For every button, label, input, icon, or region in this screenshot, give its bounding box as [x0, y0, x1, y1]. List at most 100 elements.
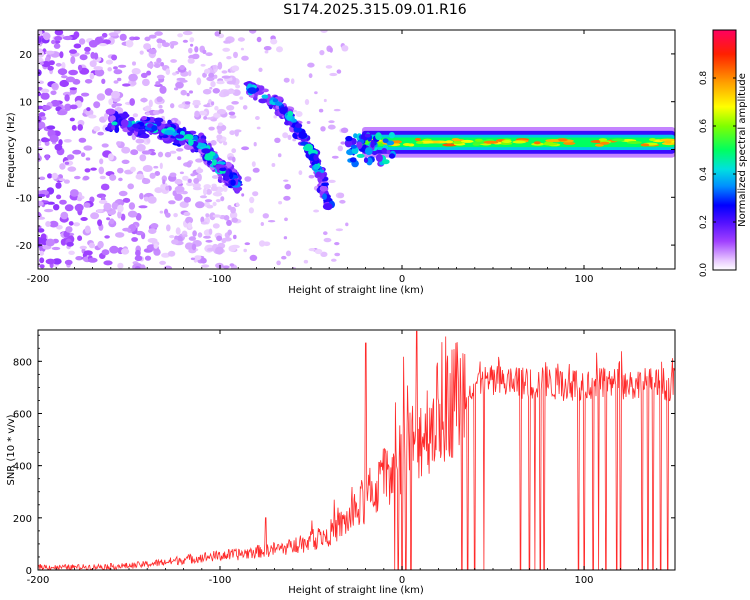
noise-blob: [263, 241, 271, 247]
noise-blob: [40, 116, 47, 121]
spectrogram-heatmap: [38, 30, 675, 269]
noise-blob: [323, 231, 328, 236]
noise-blob: [148, 99, 153, 108]
noise-blob: [101, 249, 110, 256]
x-tick-label: 0: [399, 274, 405, 285]
noise-blob: [328, 120, 335, 124]
noise-blob: [229, 130, 236, 136]
branch-upper-core: [304, 143, 314, 152]
noise-blob: [320, 126, 326, 132]
noise-blob: [113, 66, 118, 70]
noise-blob: [97, 240, 104, 249]
noise-blob: [208, 228, 213, 235]
noise-blob: [84, 46, 91, 53]
noise-blob: [38, 37, 42, 44]
noise-blob: [51, 172, 58, 180]
noise-blob: [231, 148, 237, 154]
noise-blob: [216, 134, 223, 140]
noise-blob: [67, 166, 77, 172]
transition-blob: [363, 157, 369, 163]
noise-blob: [64, 204, 74, 212]
noise-blob: [109, 245, 119, 254]
noise-blob: [138, 205, 148, 209]
x-tick-label: -200: [27, 274, 50, 285]
noise-blob: [43, 138, 51, 142]
noise-blob: [345, 222, 349, 227]
noise-blob: [38, 216, 46, 220]
noise-blob: [140, 264, 146, 269]
noise-blob: [170, 103, 175, 109]
noise-blob: [340, 141, 346, 145]
transition-blob: [375, 154, 383, 162]
noise-blob: [89, 72, 95, 80]
noise-blob: [179, 171, 184, 175]
noise-blob: [287, 134, 292, 140]
noise-blob: [221, 75, 231, 79]
noise-blob: [155, 81, 161, 86]
stable-line-peak: [445, 140, 454, 144]
noise-blob: [187, 58, 195, 64]
noise-blob: [110, 90, 121, 99]
noise-blob: [38, 154, 42, 162]
noise-blob: [175, 227, 181, 235]
noise-blob: [165, 266, 170, 269]
noise-blob: [66, 241, 74, 247]
branch-main-core: [151, 125, 158, 132]
noise-blob: [278, 201, 283, 205]
noise-blob: [77, 124, 83, 131]
noise-blob: [188, 236, 197, 241]
noise-blob: [200, 63, 206, 67]
noise-blob: [42, 105, 51, 111]
noise-blob: [313, 209, 320, 213]
noise-blob: [221, 238, 227, 244]
noise-blob: [40, 92, 50, 100]
noise-blob: [98, 199, 108, 204]
noise-blob: [116, 141, 122, 146]
noise-blob: [206, 204, 214, 209]
noise-blob: [217, 265, 224, 268]
noise-blob: [226, 105, 235, 111]
noise-blob: [329, 47, 333, 53]
branch-main: [140, 133, 150, 139]
branch-upper: [258, 98, 268, 104]
noise-blob: [156, 74, 165, 80]
noise-blob: [140, 97, 148, 103]
noise-blob: [90, 212, 100, 220]
noise-blob: [186, 161, 192, 168]
noise-blob: [154, 31, 163, 36]
noise-blob: [308, 73, 313, 79]
noise-blob: [172, 72, 177, 76]
noise-blob: [111, 54, 118, 61]
branch-main: [109, 115, 116, 123]
branch-upper-core: [321, 182, 329, 187]
noise-blob: [183, 196, 191, 203]
noise-blob: [258, 67, 263, 73]
noise-blob: [135, 249, 141, 257]
transition-blob: [386, 149, 391, 155]
noise-blob: [157, 151, 164, 158]
noise-blob: [65, 76, 76, 83]
noise-blob: [202, 72, 207, 78]
noise-blob: [93, 101, 101, 109]
noise-blob: [229, 263, 235, 267]
noise-blob: [320, 251, 328, 257]
noise-blob: [154, 171, 161, 176]
noise-blob: [277, 153, 282, 158]
noise-blob: [281, 255, 287, 260]
noise-blob: [182, 30, 193, 36]
noise-blob: [153, 63, 161, 68]
noise-blob: [122, 83, 131, 87]
noise-blob: [233, 234, 237, 240]
stable-line-peak: [545, 139, 561, 143]
noise-blob: [139, 192, 144, 200]
noise-blob: [156, 57, 162, 63]
noise-blob: [325, 65, 333, 69]
noise-blob: [252, 191, 259, 197]
noise-blob: [143, 43, 152, 50]
transition-blob: [353, 133, 358, 139]
noise-blob: [184, 242, 194, 250]
noise-blob: [135, 173, 145, 180]
noise-blob: [144, 105, 151, 112]
y-tick-label: -10: [16, 193, 32, 204]
noise-blob: [131, 237, 139, 242]
